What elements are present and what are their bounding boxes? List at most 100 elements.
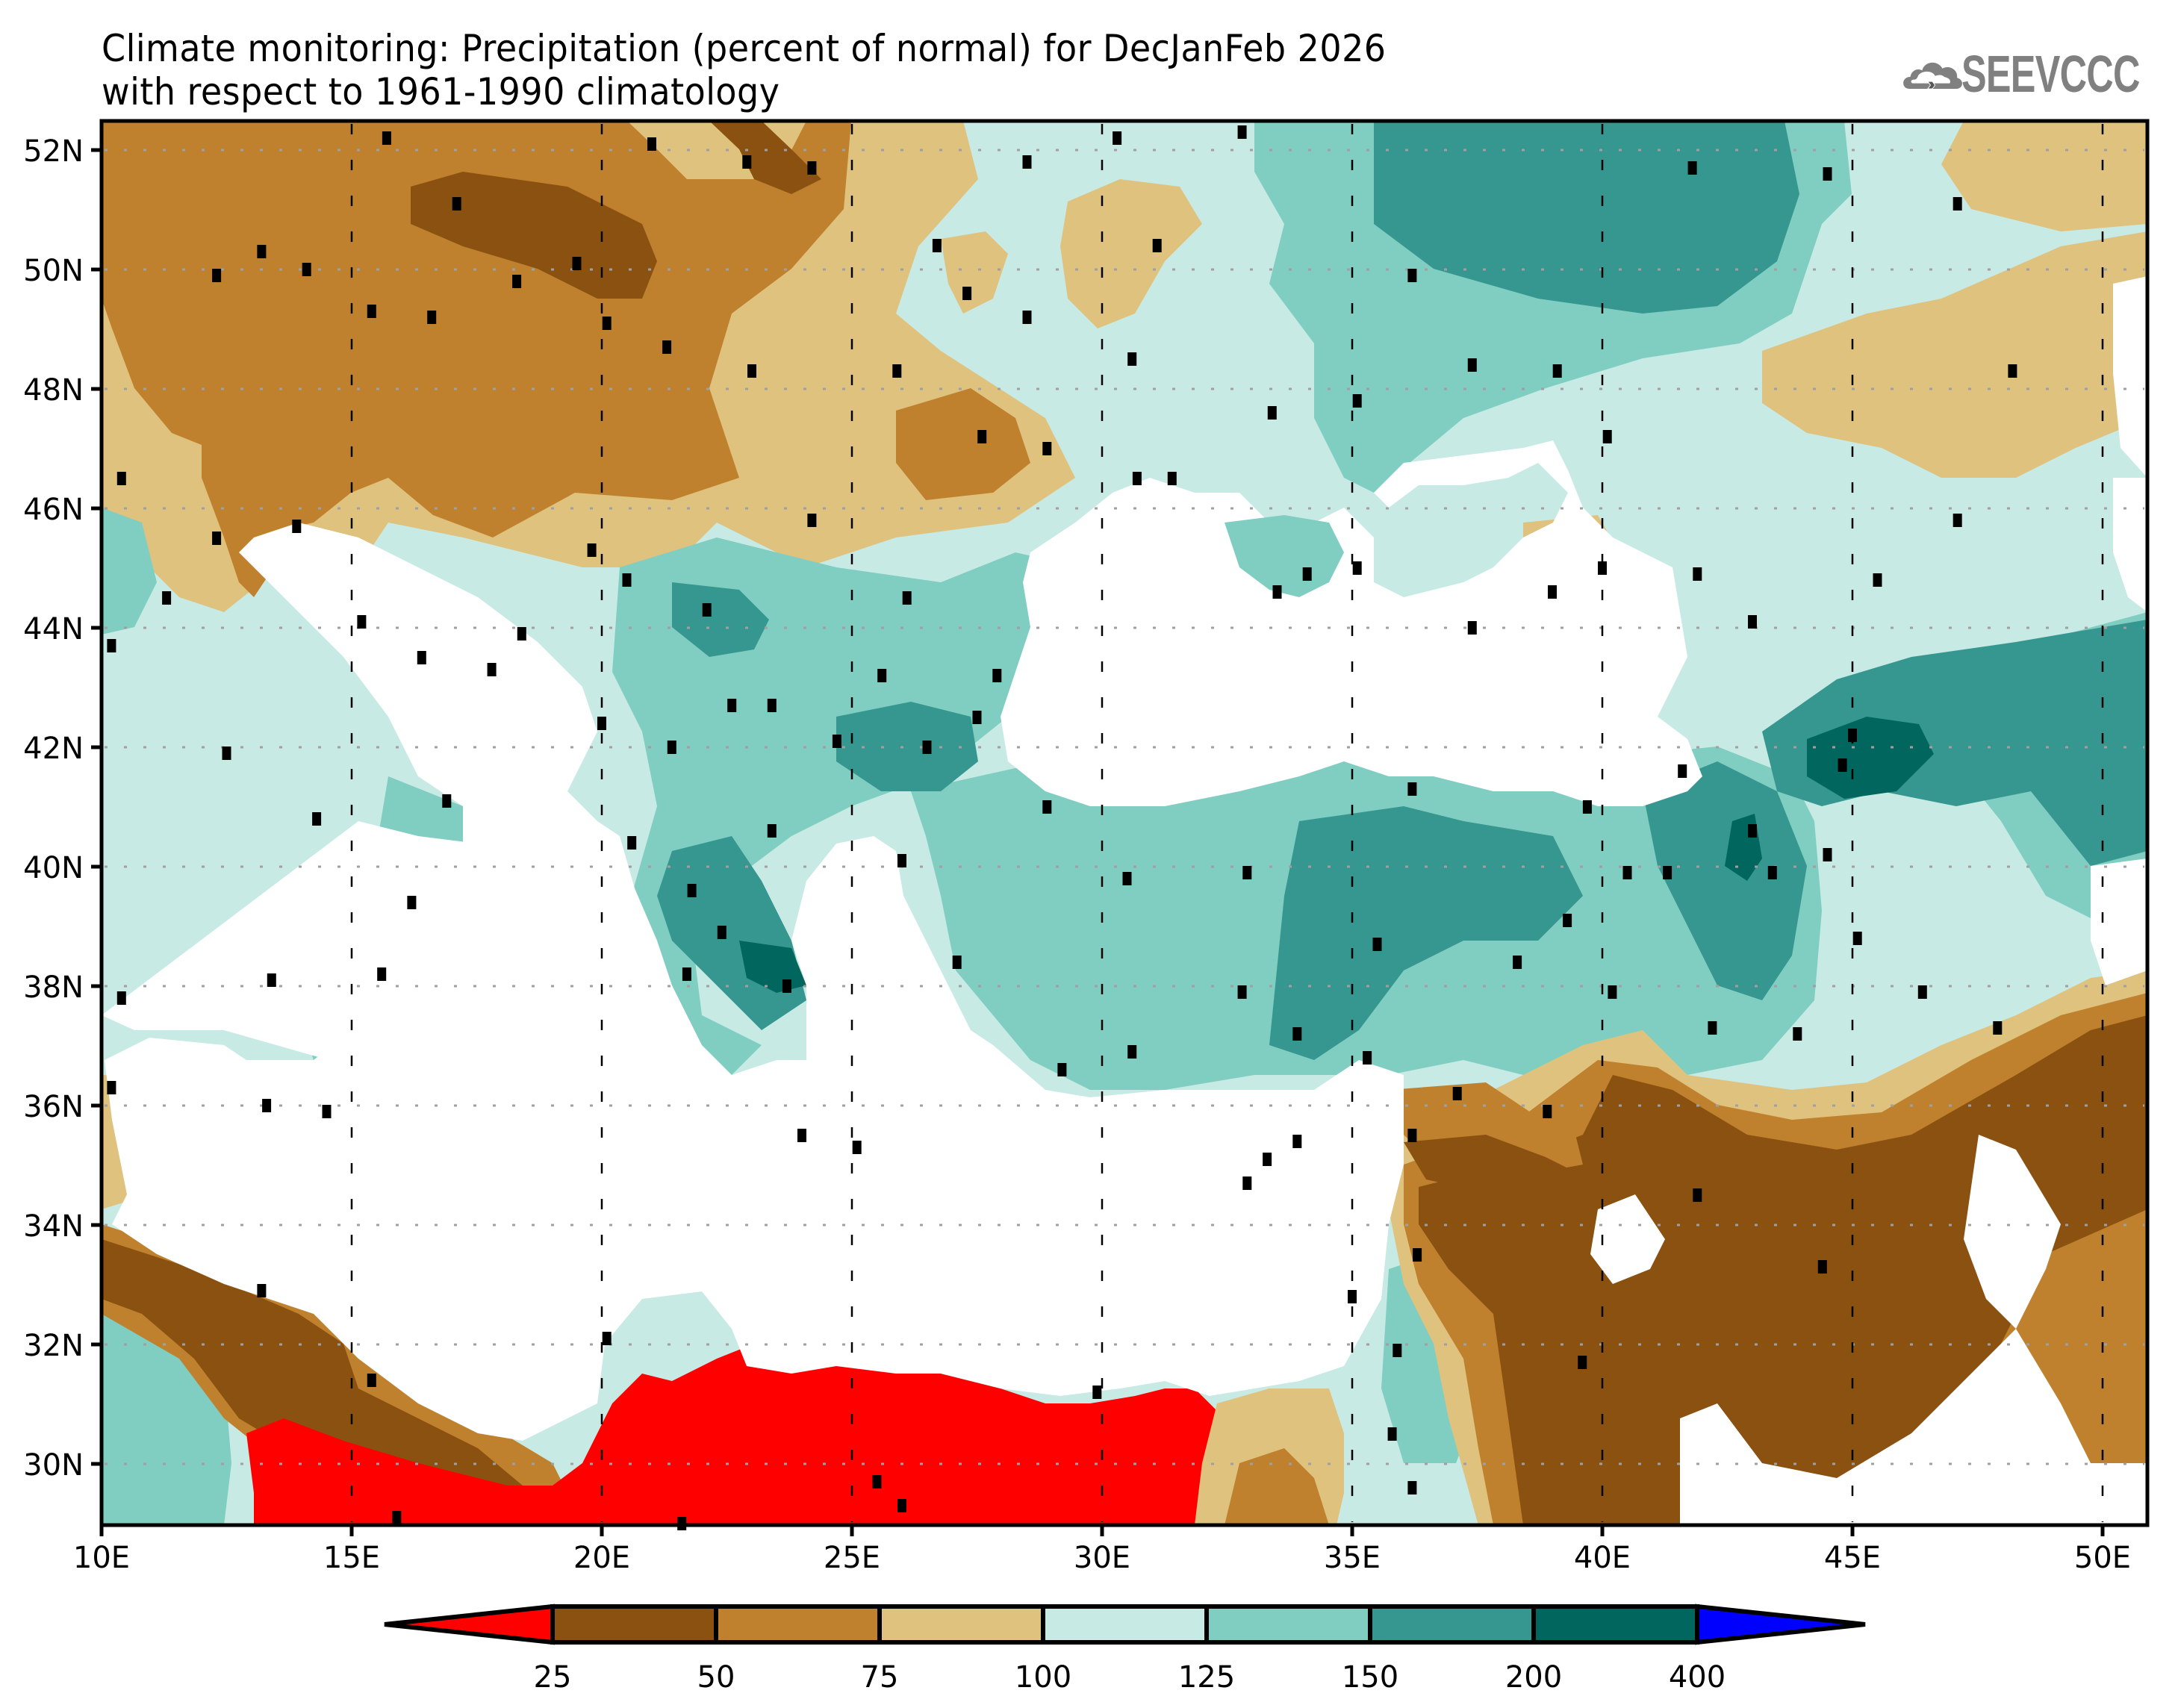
station-marker xyxy=(1622,866,1632,879)
station-marker xyxy=(572,257,582,270)
colorbar-box xyxy=(1204,1604,1372,1645)
station-marker xyxy=(892,364,902,378)
station-marker xyxy=(1387,1427,1397,1441)
station-marker xyxy=(877,669,887,682)
station-marker xyxy=(897,1499,906,1512)
region-150-200-serbia xyxy=(672,582,769,657)
lon-tick-label: 40E xyxy=(1574,1541,1631,1575)
station-marker xyxy=(407,896,417,909)
sea-black-sea xyxy=(1001,440,1702,806)
region-50-75-poland-czech xyxy=(102,121,851,537)
station-marker xyxy=(1693,567,1702,581)
region-25-50-poland-north xyxy=(709,121,821,194)
station-marker xyxy=(1687,161,1697,175)
station-marker xyxy=(897,854,906,867)
station-marker xyxy=(1057,1063,1067,1076)
colorbar-level-label: 400 xyxy=(1669,1660,1726,1695)
lat-tick-label: 52N xyxy=(23,134,84,169)
title-line-2: with respect to 1961-1990 climatology xyxy=(102,70,780,113)
station-marker xyxy=(1708,1021,1717,1035)
lat-tick-label: 36N xyxy=(23,1090,84,1124)
station-marker xyxy=(797,1129,806,1142)
station-marker xyxy=(292,520,302,533)
station-marker xyxy=(832,735,841,748)
station-marker xyxy=(1242,866,1252,879)
station-marker xyxy=(1678,764,1687,778)
station-marker xyxy=(1748,615,1757,629)
station-marker xyxy=(1152,239,1162,252)
station-marker xyxy=(667,741,676,754)
station-marker xyxy=(262,1099,272,1112)
station-marker xyxy=(257,245,267,258)
station-marker xyxy=(1407,269,1417,282)
station-marker xyxy=(1413,1248,1422,1262)
lon-tick-label: 10E xyxy=(73,1541,130,1575)
station-marker xyxy=(107,1081,116,1094)
station-marker xyxy=(1393,1344,1402,1357)
region-lt25-libya-east xyxy=(246,1329,1217,1525)
station-marker xyxy=(1767,866,1777,879)
station-marker xyxy=(807,514,817,527)
station-marker xyxy=(367,1374,376,1387)
station-marker xyxy=(902,591,912,605)
region-75-100-russia-east xyxy=(1762,231,2147,478)
station-marker xyxy=(442,794,452,808)
region-25-50-iraq xyxy=(1419,1015,2147,1525)
station-marker xyxy=(807,161,817,175)
region-150-200-georgia xyxy=(1762,620,2147,866)
station-marker xyxy=(312,812,322,826)
station-marker xyxy=(116,991,126,1005)
station-marker xyxy=(1993,1021,2003,1035)
region-75-100-ukraine xyxy=(1060,179,1202,328)
map-title: Climate monitoring: Precipitation (perce… xyxy=(102,27,1387,113)
station-marker xyxy=(1237,125,1247,139)
station-marker xyxy=(1873,573,1882,587)
station-marker xyxy=(107,639,116,652)
station-marker xyxy=(1272,585,1282,599)
station-marker xyxy=(1042,800,1052,814)
station-marker xyxy=(377,967,387,981)
station-marker xyxy=(747,364,756,378)
station-marker xyxy=(767,699,777,712)
sea-caspian xyxy=(2113,478,2147,612)
no-data-iraq-south xyxy=(1680,1329,2147,1525)
colorbar-high-arrow xyxy=(1695,1603,1866,1645)
station-marker xyxy=(972,711,982,724)
station-marker xyxy=(222,747,231,760)
station-marker xyxy=(1407,1481,1417,1494)
no-data-iraq-east xyxy=(1964,1135,2061,1329)
station-marker xyxy=(1848,729,1857,742)
station-marker xyxy=(767,824,777,838)
station-marker xyxy=(962,287,972,300)
station-marker xyxy=(1352,394,1362,408)
station-marker xyxy=(1352,561,1362,575)
station-marker xyxy=(1022,155,1032,169)
colorbar-level-label: 100 xyxy=(1015,1660,1071,1695)
station-marker xyxy=(257,1284,267,1297)
station-marker xyxy=(742,155,752,169)
region-150-200-turkey-east xyxy=(1643,761,1807,1000)
station-marker xyxy=(597,717,606,730)
colorbar-level-label: 125 xyxy=(1178,1660,1235,1695)
station-marker xyxy=(587,543,597,557)
lon-tick-label: 35E xyxy=(1324,1541,1381,1575)
station-marker xyxy=(382,131,391,145)
station-marker xyxy=(487,663,497,676)
seevccc-logo: SEEVCCC xyxy=(1900,43,2162,105)
station-marker xyxy=(1552,364,1562,378)
lat-tick-label: 32N xyxy=(23,1329,84,1363)
station-marker xyxy=(602,317,612,330)
region-75-100-ukraine-small xyxy=(941,231,1008,314)
map-frame xyxy=(99,119,2150,1527)
station-marker xyxy=(1852,932,1862,945)
station-marker xyxy=(602,1332,612,1345)
station-marker xyxy=(1372,938,1382,951)
colorbar-legend: 25 50 75 100 125 150 200 400 xyxy=(384,1603,1866,1695)
station-marker xyxy=(687,884,697,897)
station-marker xyxy=(1348,1290,1357,1303)
station-marker xyxy=(952,956,962,969)
station-marker xyxy=(1452,1087,1462,1100)
station-marker xyxy=(367,305,376,318)
station-marker xyxy=(1467,621,1477,635)
colorbar-box xyxy=(877,1604,1045,1645)
